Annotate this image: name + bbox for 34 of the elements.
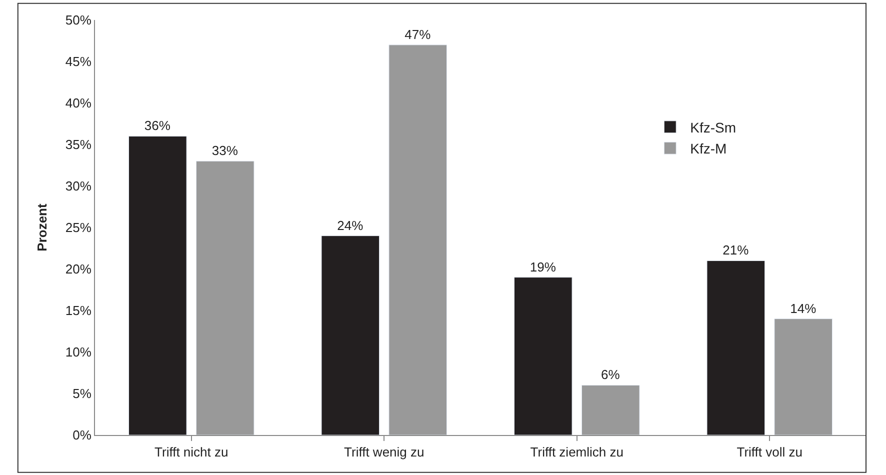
y-tick-label: 20% [65,262,92,277]
y-tick-label: 50% [65,12,92,28]
y-tick-label: 45% [65,54,92,70]
bar [321,236,380,435]
y-tick-label: 15% [65,303,92,318]
x-tick-label: Trifft ziemlich zu [530,444,624,460]
y-axis-title: Prozent [34,202,50,252]
x-tick-label: Trifft voll zu [736,444,803,460]
bar [581,384,640,435]
data-label: 33% [212,143,238,158]
data-label: 14% [790,300,817,316]
legend-label: Kfz-Sm [690,119,736,136]
data-label: 6% [600,367,620,382]
data-label: 36% [144,118,171,134]
y-tick-label: 0% [72,428,92,443]
y-tick-label: 10% [65,344,92,360]
data-label: 19% [530,259,556,274]
bar [706,260,766,435]
data-label: 47% [404,26,432,42]
y-tick-label: 35% [65,137,92,152]
bar [128,136,187,435]
y-tick-label: 40% [65,96,92,111]
data-label: 21% [722,242,750,258]
data-label: 24% [337,218,364,233]
y-tick-label: 25% [65,220,92,236]
y-tick-label: 5% [72,386,92,402]
y-tick-label: 30% [65,178,92,194]
bar [388,44,448,435]
legend-label: Kfz-M [690,140,727,157]
x-tick-label: Trifft nicht zu [154,444,228,460]
bar [774,318,833,435]
bar [196,160,254,435]
bar [514,277,572,435]
x-tick-label: Trifft wenig zu [344,444,424,460]
